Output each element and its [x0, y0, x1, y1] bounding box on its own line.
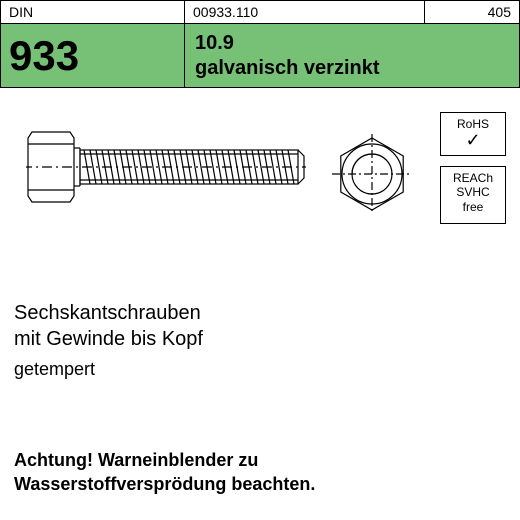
title-row: 933 10.9 galvanisch verzinkt — [0, 24, 520, 88]
reach-line1: REACh — [443, 171, 503, 185]
header-standard: DIN — [0, 1, 185, 23]
bolt-side-view-icon — [26, 124, 306, 210]
check-icon: ✓ — [443, 131, 503, 149]
description-line1: Sechskantschrauben — [14, 300, 203, 326]
description-line2: mit Gewinde bis Kopf — [14, 326, 203, 352]
reach-line2: SVHC — [443, 185, 503, 199]
warning-line1: Achtung! Warneinblender zu — [14, 449, 315, 472]
din-number: 933 — [0, 24, 185, 87]
description-line3: getempert — [14, 358, 203, 381]
reach-line3: free — [443, 200, 503, 214]
diagram-area: RoHS ✓ REACh SVHC free — [0, 88, 520, 303]
bolt-front-view-icon — [332, 134, 412, 214]
spec-cell: 10.9 galvanisch verzinkt — [185, 24, 520, 87]
rohs-badge: RoHS ✓ — [440, 112, 506, 156]
warning-line2: Wasserstoffversprödung beachten. — [14, 473, 315, 496]
header-ref: 405 — [425, 1, 520, 23]
warning-block: Achtung! Warneinblender zu Wasserstoffve… — [14, 449, 315, 496]
reach-badge: REACh SVHC free — [440, 166, 506, 224]
finish-label: galvanisch verzinkt — [195, 57, 519, 80]
header-code: 00933.110 — [185, 1, 425, 23]
header-row: DIN 00933.110 405 — [0, 0, 520, 24]
description-block: Sechskantschrauben mit Gewinde bis Kopf … — [14, 300, 203, 381]
strength-class: 10.9 — [195, 32, 519, 55]
rohs-label: RoHS — [443, 117, 503, 131]
